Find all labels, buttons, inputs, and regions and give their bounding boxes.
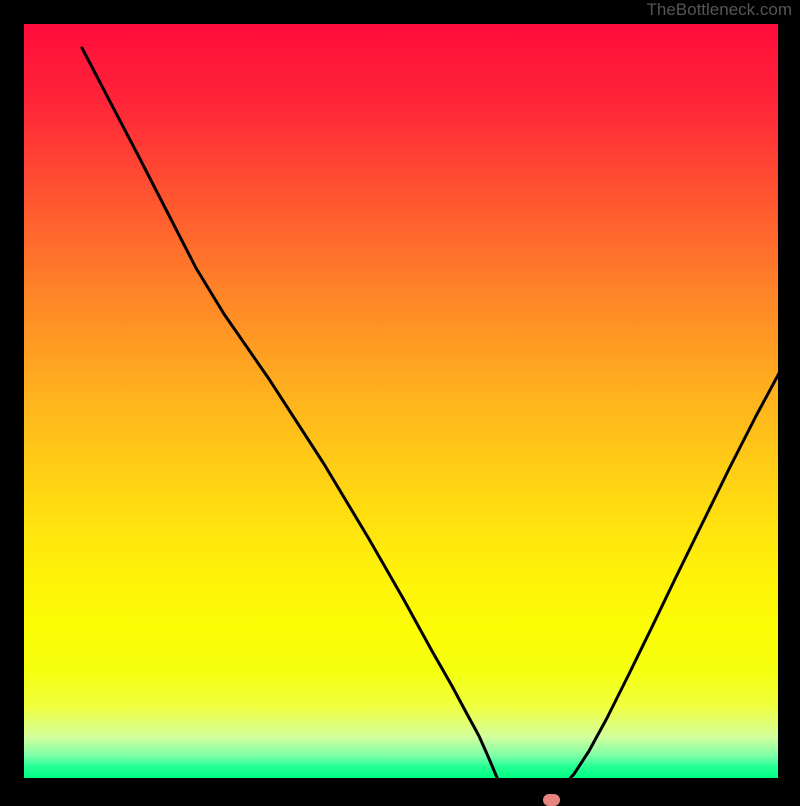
- curve-svg: [24, 24, 778, 778]
- pink-marker: [543, 794, 560, 806]
- watermark: TheBottleneck.com: [646, 0, 792, 20]
- chart-area: [24, 24, 778, 778]
